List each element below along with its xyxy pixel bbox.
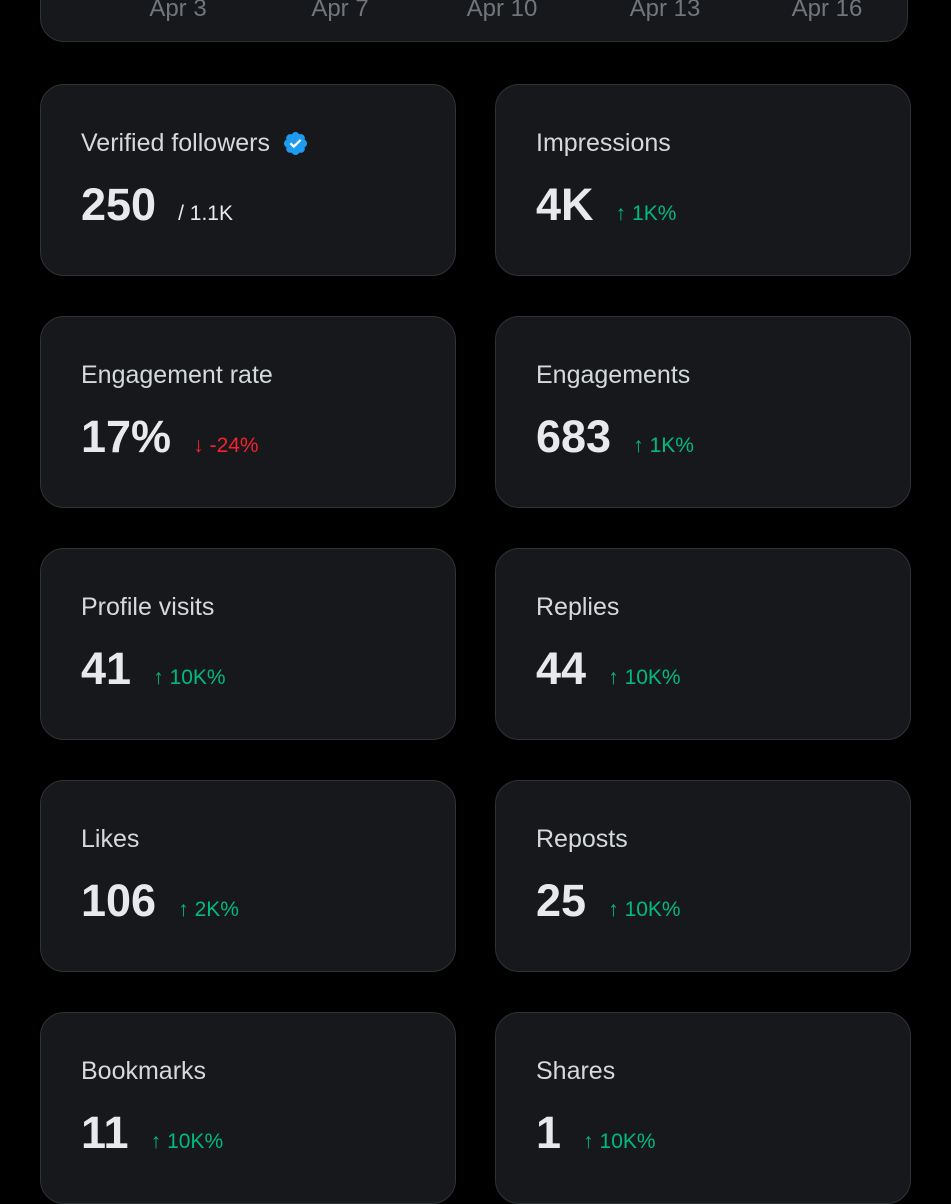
metric-total: / 1.1K (178, 202, 233, 225)
metric-change-value: 10K% (624, 898, 681, 921)
metric-change-value: 10K% (169, 666, 226, 689)
arrow-up-icon: ↑ (633, 434, 644, 457)
metric-title: Impressions (536, 129, 671, 157)
metric-value-row: 4K ↑ 1K% (536, 178, 910, 232)
metric-change-value: 1K% (649, 434, 694, 457)
metric-value: 683 (536, 411, 612, 462)
metric-change: ↑ 10K% (153, 666, 226, 690)
metric-card-reposts[interactable]: Reposts 25 ↑ 10K% (495, 780, 911, 972)
metric-change-value: 10K% (167, 1130, 224, 1153)
metric-change: ↑ 1K% (616, 202, 677, 226)
metric-card-replies[interactable]: Replies 44 ↑ 10K% (495, 548, 911, 740)
metric-change: ↑ 2K% (178, 898, 239, 922)
metric-change: ↑ 10K% (583, 1130, 656, 1154)
metric-change-value: 10K% (599, 1130, 656, 1153)
metric-value-row: 17% ↓ -24% (81, 410, 455, 464)
metric-value: 106 (81, 875, 157, 926)
metric-value: 1 (536, 1107, 562, 1158)
chart-card: Apr 3 Apr 7 Apr 10 Apr 13 Apr 16 (40, 0, 908, 42)
metric-card-impressions[interactable]: Impressions 4K ↑ 1K% (495, 84, 911, 276)
metric-change: ↑ 10K% (608, 666, 681, 690)
metric-value: 4K (536, 179, 594, 230)
metric-title: Reposts (536, 825, 628, 853)
arrow-up-icon: ↑ (583, 1130, 594, 1153)
metric-change: ↑ 10K% (151, 1130, 224, 1154)
metric-value-row: 41 ↑ 10K% (81, 642, 455, 696)
metric-title: Engagement rate (81, 361, 273, 389)
metric-value-row: 683 ↑ 1K% (536, 410, 910, 464)
metric-change-value: 2K% (194, 898, 239, 921)
metric-title: Bookmarks (81, 1057, 207, 1085)
metric-card-engagement-rate[interactable]: Engagement rate 17% ↓ -24% (40, 316, 456, 508)
metric-value-row: 25 ↑ 10K% (536, 874, 910, 928)
metric-title-row: Shares (536, 1056, 910, 1086)
metric-title-row: Bookmarks (81, 1056, 455, 1086)
chart-date-label: Apr 13 (629, 0, 701, 22)
metric-change: ↑ 1K% (633, 434, 694, 458)
metric-title: Likes (81, 825, 140, 853)
metric-title-row: Impressions (536, 128, 910, 158)
arrow-up-icon: ↑ (153, 666, 164, 689)
metric-card-likes[interactable]: Likes 106 ↑ 2K% (40, 780, 456, 972)
arrow-down-icon: ↓ (193, 434, 204, 457)
metric-change: ↑ 10K% (608, 898, 681, 922)
metric-title-row: Replies (536, 592, 910, 622)
metric-change-value: 1K% (632, 202, 677, 225)
metric-value: 44 (536, 643, 587, 694)
metric-card-shares[interactable]: Shares 1 ↑ 10K% (495, 1012, 911, 1204)
metric-title-row: Reposts (536, 824, 910, 854)
metric-title-row: Profile visits (81, 592, 455, 622)
metric-card-verified-followers[interactable]: Verified followers 250 / 1.1K (40, 84, 456, 276)
chart-date-label: Apr 3 (149, 0, 207, 22)
metric-title: Shares (536, 1057, 616, 1085)
metric-value-row: 1 ↑ 10K% (536, 1106, 910, 1160)
metric-change: ↓ -24% (193, 434, 259, 458)
arrow-up-icon: ↑ (178, 898, 189, 921)
arrow-up-icon: ↑ (608, 666, 619, 689)
metric-title: Replies (536, 593, 620, 621)
arrow-up-icon: ↑ (150, 1130, 162, 1153)
arrow-up-icon: ↑ (608, 898, 619, 921)
metric-value: 25 (536, 875, 587, 926)
metric-change-value: 10K% (624, 666, 681, 689)
metric-value: 11 (81, 1107, 129, 1158)
metric-title: Engagements (536, 361, 691, 389)
metric-title-row: Verified followers (81, 128, 455, 158)
metric-value-row: 250 / 1.1K (81, 178, 455, 232)
chart-date-label: Apr 16 (791, 0, 863, 22)
metrics-grid: Verified followers 250 / 1.1K Impression… (40, 84, 911, 1204)
chart-date-label: Apr 10 (466, 0, 538, 22)
metric-title-row: Likes (81, 824, 455, 854)
metric-title-row: Engagements (536, 360, 910, 390)
metric-value: 41 (81, 643, 132, 694)
metric-value-row: 44 ↑ 10K% (536, 642, 910, 696)
metric-value: 17% (81, 411, 172, 462)
metric-title: Verified followers (81, 129, 270, 157)
metric-change-value: -24% (209, 434, 259, 457)
metric-title: Profile visits (81, 593, 215, 621)
metric-value-row: 106 ↑ 2K% (81, 874, 455, 928)
chart-date-label: Apr 7 (311, 0, 369, 22)
metric-value-row: 11 ↑ 10K% (81, 1106, 455, 1160)
metric-card-bookmarks[interactable]: Bookmarks 11 ↑ 10K% (40, 1012, 456, 1204)
metric-title-row: Engagement rate (81, 360, 455, 390)
verified-badge-icon (283, 131, 308, 155)
metric-card-profile-visits[interactable]: Profile visits 41 ↑ 10K% (40, 548, 456, 740)
arrow-up-icon: ↑ (615, 202, 627, 225)
metric-value: 250 (81, 179, 157, 230)
metric-card-engagements[interactable]: Engagements 683 ↑ 1K% (495, 316, 911, 508)
